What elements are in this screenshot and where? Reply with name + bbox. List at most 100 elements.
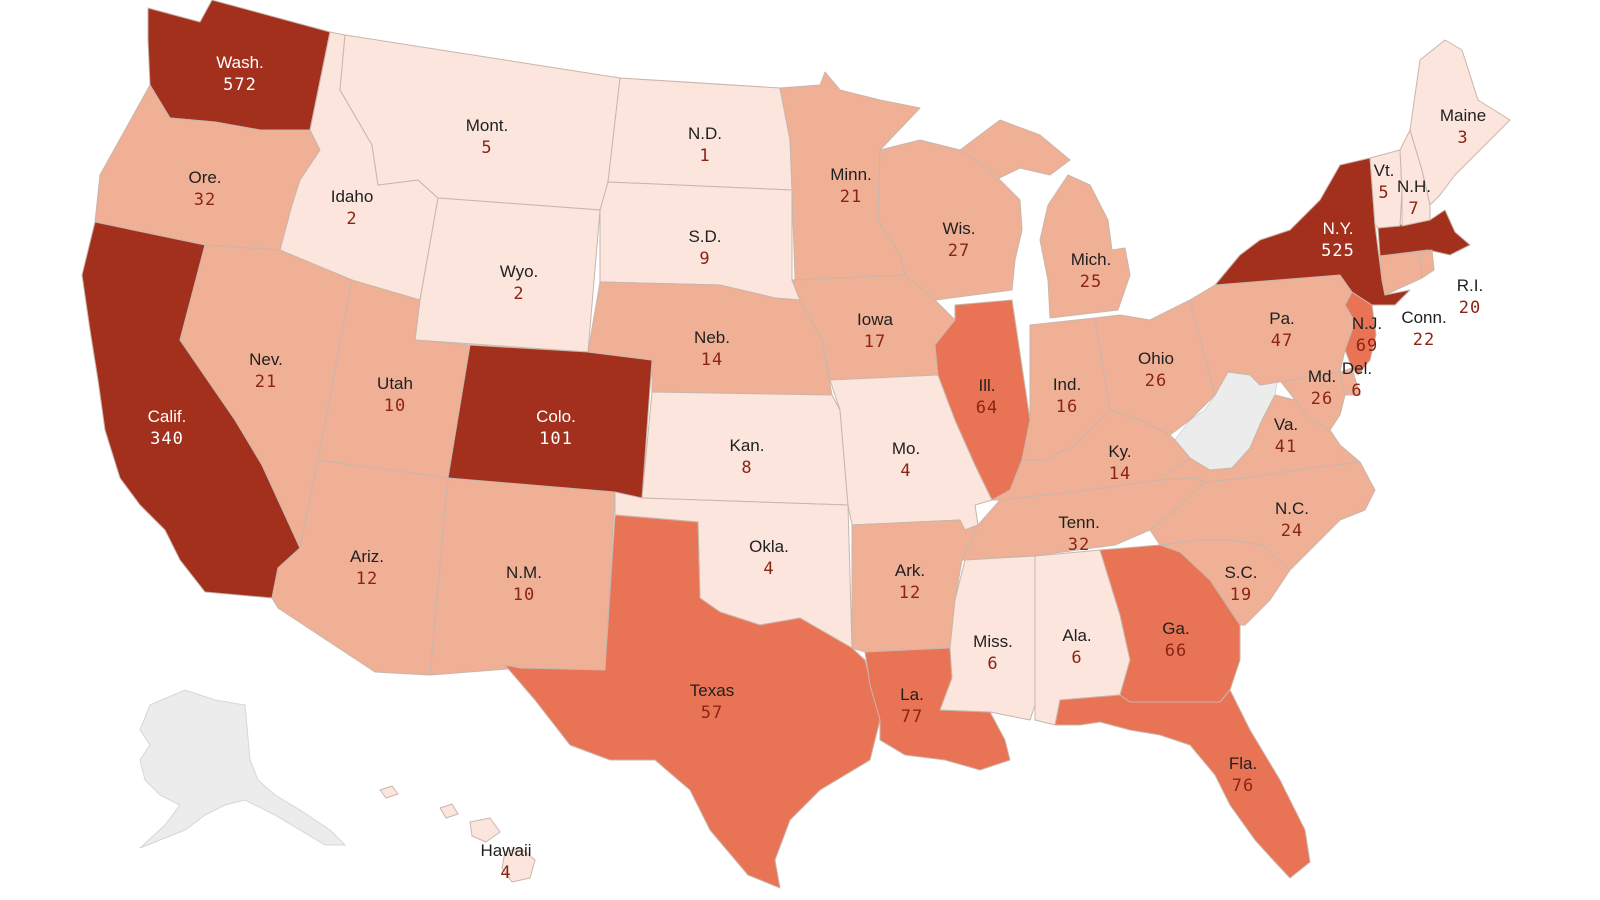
case-count: 21 (839, 187, 863, 207)
label-ri: R.I. 20 (1457, 275, 1483, 319)
label-nd: N.D. 1 (688, 123, 722, 167)
state-ak[interactable] (139, 689, 347, 849)
case-count: 32 (193, 190, 217, 210)
case-count: 4 (500, 863, 512, 883)
case-count: 9 (699, 249, 711, 269)
state-name: Kan. (729, 436, 765, 455)
case-count: 26 (1144, 371, 1168, 391)
case-count: 77 (900, 707, 924, 727)
case-count: 41 (1274, 437, 1298, 457)
case-count: 6 (987, 654, 999, 674)
case-count: 6 (1071, 648, 1083, 668)
label-wi: Wis. 27 (942, 218, 975, 262)
label-nm: N.M. 10 (506, 562, 542, 606)
label-ia: Iowa 17 (857, 309, 893, 353)
state-name: Nev. (249, 350, 283, 369)
state-name: Texas (689, 681, 735, 700)
case-count: 12 (355, 569, 379, 589)
case-count: 5 (481, 138, 493, 158)
label-id: Idaho 2 (331, 186, 374, 230)
state-ar[interactable] (851, 519, 979, 653)
state-name: Wis. (942, 219, 976, 238)
case-count: 57 (700, 703, 724, 723)
state-tx[interactable] (504, 514, 881, 889)
state-name: Va. (1273, 415, 1299, 434)
state-ct[interactable] (1379, 251, 1423, 296)
label-la: La. 77 (900, 684, 924, 728)
label-ny: N.Y. 525 (1321, 218, 1355, 262)
label-in: Ind. 16 (1053, 374, 1081, 418)
case-count: 10 (512, 585, 536, 605)
label-ks: Kan. 8 (730, 435, 765, 479)
label-ca: Calif. 340 (148, 406, 187, 450)
state-name: La. (900, 685, 924, 704)
state-hi[interactable] (379, 785, 536, 883)
case-count: 525 (1321, 241, 1355, 261)
label-de: Del. 6 (1342, 358, 1372, 402)
state-name: N.M. (506, 563, 542, 582)
state-name: Colo. (536, 407, 576, 426)
label-vt: Vt. 5 (1374, 160, 1395, 204)
state-name: Calif. (147, 407, 187, 426)
state-name: R.I. (1456, 276, 1484, 295)
state-name: Ala. (1062, 626, 1092, 645)
case-count: 12 (898, 583, 922, 603)
label-tx: Texas 57 (690, 680, 734, 724)
state-ny[interactable] (1214, 157, 1411, 306)
label-sd: S.D. 9 (688, 226, 721, 270)
case-count: 66 (1164, 641, 1188, 661)
label-il: Ill. 64 (976, 375, 998, 419)
case-count: 6 (1351, 381, 1363, 401)
case-count: 8 (741, 458, 753, 478)
state-fl[interactable] (1054, 689, 1311, 879)
case-count: 27 (947, 241, 971, 261)
case-count: 2 (513, 284, 525, 304)
label-co: Colo. 101 (536, 406, 576, 450)
state-name: Mo. (891, 439, 921, 458)
case-count: 4 (900, 461, 912, 481)
state-co[interactable] (447, 344, 653, 499)
label-mn: Minn. 21 (830, 164, 872, 208)
state-name: Maine (1439, 106, 1487, 125)
state-name: N.J. (1351, 314, 1383, 333)
state-me[interactable] (1409, 39, 1511, 206)
state-name: Minn. (830, 165, 872, 184)
state-name: Vt. (1373, 161, 1395, 180)
state-name: N.C. (1275, 499, 1309, 518)
label-wy: Wyo. 2 (500, 261, 539, 305)
state-name: Ky. (1108, 442, 1132, 461)
state-il[interactable] (934, 299, 1031, 501)
state-name: Pa. (1269, 309, 1295, 328)
label-md: Md. 26 (1308, 366, 1336, 410)
case-count: 4 (763, 559, 775, 579)
state-name: Okla. (749, 537, 789, 556)
case-count: 19 (1229, 585, 1253, 605)
case-count: 22 (1412, 330, 1436, 350)
label-nj: N.J. 69 (1352, 313, 1382, 357)
state-name: Neb. (694, 328, 730, 347)
state-ri[interactable] (1419, 249, 1435, 279)
case-count: 14 (700, 350, 724, 370)
label-ct: Conn. 22 (1401, 307, 1446, 351)
label-ne: Neb. 14 (694, 327, 730, 371)
state-name: Miss. (973, 632, 1013, 651)
state-mi[interactable] (959, 119, 1131, 319)
state-name: Wyo. (499, 262, 539, 281)
state-name: Tenn. (1058, 513, 1100, 532)
label-mi: Mich. 25 (1071, 249, 1112, 293)
label-mt: Mont. 5 (466, 115, 509, 159)
case-count: 20 (1458, 298, 1482, 318)
label-pa: Pa. 47 (1269, 308, 1295, 352)
state-de[interactable] (1339, 367, 1361, 396)
state-name: Ore. (188, 168, 222, 187)
case-count: 101 (539, 429, 573, 449)
case-count: 21 (254, 372, 278, 392)
case-count: 26 (1310, 389, 1334, 409)
label-hi: Hawaii 4 (480, 840, 531, 884)
state-name: Ohio (1138, 349, 1174, 368)
state-name: Del. (1341, 359, 1373, 378)
label-mo: Mo. 4 (892, 438, 920, 482)
state-wy[interactable] (414, 197, 601, 353)
case-count: 572 (223, 75, 257, 95)
state-name: Ariz. (350, 547, 384, 566)
